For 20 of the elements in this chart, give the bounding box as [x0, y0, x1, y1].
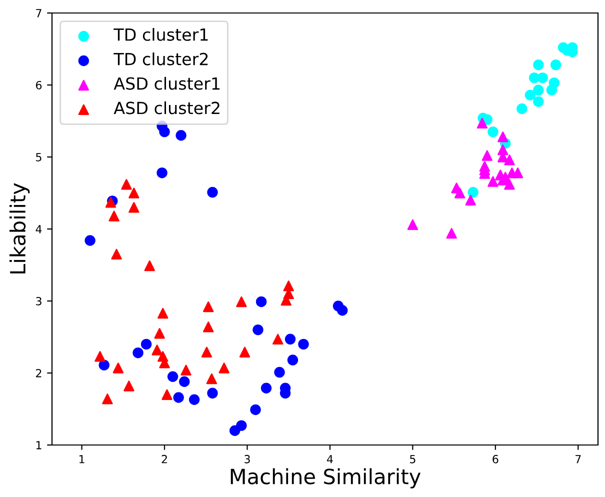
x-axis-title: Machine Similarity: [230, 468, 421, 488]
y-tick-label: 2: [36, 368, 42, 378]
y-tick-label: 6: [36, 80, 42, 90]
x-tick-label: 1: [79, 455, 84, 464]
x-tick-label: 7: [576, 455, 581, 464]
y-tick-label: 4: [36, 225, 42, 234]
legend-label: ASD cluster2: [114, 101, 220, 114]
x-tick-label: 2: [162, 454, 167, 464]
x-tick-label: 4: [326, 455, 333, 464]
legend-label: TD cluster1: [114, 28, 208, 41]
y-tick-label: 3: [36, 296, 42, 306]
x-tick-label: 3: [244, 454, 250, 464]
y-tick-label: 7: [36, 9, 42, 18]
x-tick-label: 5: [410, 455, 416, 464]
legend-label: ASD cluster1: [114, 76, 220, 90]
y-tick-label: 5: [36, 153, 42, 162]
y-tick-label: 1: [36, 441, 42, 450]
x-tick-label: 6: [492, 454, 498, 464]
y-axis-title: Likability: [9, 183, 30, 274]
legend-label: TD cluster2: [114, 52, 208, 66]
